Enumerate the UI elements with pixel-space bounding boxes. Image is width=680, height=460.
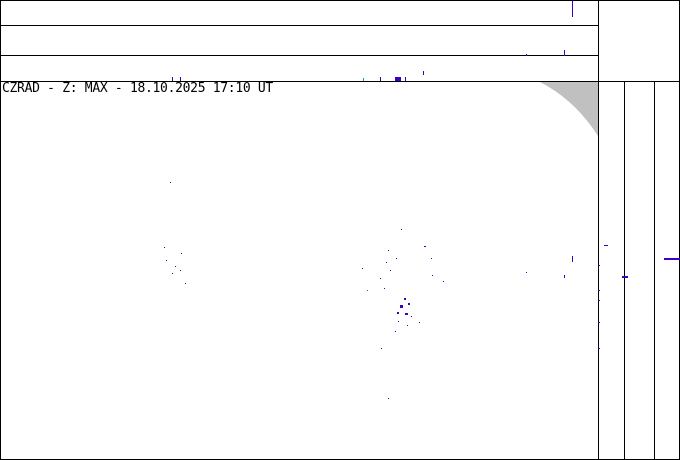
echo-pixel [419,322,420,323]
echo-pixel [405,77,406,81]
echo-pixel [390,270,391,271]
echo-pixel [386,262,387,263]
echo-pixel [166,260,167,261]
echo-pixel [432,275,433,276]
echo-pixel [185,283,186,284]
echo-pixel [598,322,600,323]
echo-pixel [175,266,176,267]
echo-pixel [363,78,364,81]
echo-pixel [401,229,402,230]
echo-pixel [367,290,368,291]
echo-pixel [397,312,399,314]
echo-pixel [388,398,389,399]
echo-pixel [180,270,181,271]
echo-pixel [398,321,399,322]
echo-pixel [564,275,565,278]
echo-pixel [404,298,406,300]
product-title: CZRAD - Z: MAX - 18.10.2025 17:10 UT [2,81,273,96]
echo-pixel [164,247,165,248]
echo-pixel [362,268,363,269]
echo-pixel [380,77,381,81]
echo-pixel [424,246,426,247]
echo-pixel [381,348,382,349]
echo-pixel [526,272,527,273]
echo-pixel [395,77,401,81]
echo-pixel [423,71,424,75]
echo-pixel [622,276,628,278]
echo-pixel [411,316,412,317]
echo-pixel [443,281,444,282]
echo-pixel [526,54,527,56]
echo-pixel [181,253,182,254]
radar-echoes [164,1,680,399]
echo-pixel [400,305,403,308]
echo-pixel [388,250,389,251]
echo-pixel [564,50,565,56]
echo-pixel [408,303,410,305]
echo-pixel [664,258,680,260]
echo-pixel [572,1,573,17]
echo-pixel [172,77,173,81]
echo-pixel [395,331,396,332]
echo-pixel [604,245,608,246]
echo-pixel [405,313,408,315]
echo-pixel [384,288,385,289]
echo-pixel [172,273,173,274]
echo-pixel [598,290,600,291]
echo-pixel [598,348,600,349]
echo-pixel [431,258,432,259]
echo-pixel [180,77,181,81]
echo-pixel [598,265,600,266]
echo-pixel [407,325,408,326]
echo-pixel [170,182,171,183]
echo-pixel [572,256,573,262]
echo-pixel [396,258,397,259]
outside-coverage-area [540,82,598,136]
echo-pixel [598,300,600,301]
echo-pixel [380,278,381,279]
